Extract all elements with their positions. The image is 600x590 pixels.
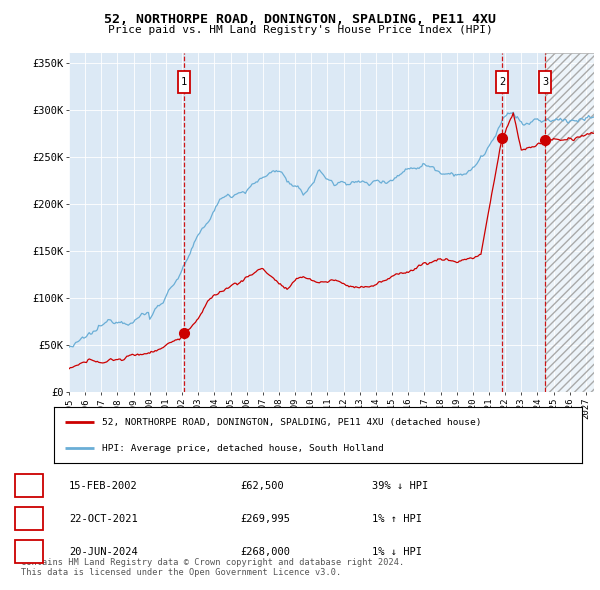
Text: Contains HM Land Registry data © Crown copyright and database right 2024.
This d: Contains HM Land Registry data © Crown c… [21,558,404,577]
Text: 15-FEB-2002: 15-FEB-2002 [69,481,138,490]
Text: 22-OCT-2021: 22-OCT-2021 [69,514,138,523]
Bar [545,53,594,392]
Text: 1: 1 [181,77,187,87]
Text: £62,500: £62,500 [240,481,284,490]
FancyBboxPatch shape [496,71,508,93]
Text: 52, NORTHORPE ROAD, DONINGTON, SPALDING, PE11 4XU (detached house): 52, NORTHORPE ROAD, DONINGTON, SPALDING,… [101,418,481,427]
FancyBboxPatch shape [539,71,551,93]
FancyBboxPatch shape [178,71,190,93]
Text: £268,000: £268,000 [240,547,290,556]
Text: 39% ↓ HPI: 39% ↓ HPI [372,481,428,490]
Text: Price paid vs. HM Land Registry's House Price Index (HPI): Price paid vs. HM Land Registry's House … [107,25,493,35]
Text: 20-JUN-2024: 20-JUN-2024 [69,547,138,556]
Bar [545,53,594,392]
Text: 1% ↑ HPI: 1% ↑ HPI [372,514,422,523]
Text: 1: 1 [26,481,32,490]
Text: HPI: Average price, detached house, South Holland: HPI: Average price, detached house, Sout… [101,444,383,453]
Text: 2: 2 [26,514,32,523]
Text: 2: 2 [499,77,505,87]
Text: 1% ↓ HPI: 1% ↓ HPI [372,547,422,556]
Text: £269,995: £269,995 [240,514,290,523]
Text: 3: 3 [26,547,32,556]
Text: 52, NORTHORPE ROAD, DONINGTON, SPALDING, PE11 4XU: 52, NORTHORPE ROAD, DONINGTON, SPALDING,… [104,13,496,26]
Text: 3: 3 [542,77,548,87]
